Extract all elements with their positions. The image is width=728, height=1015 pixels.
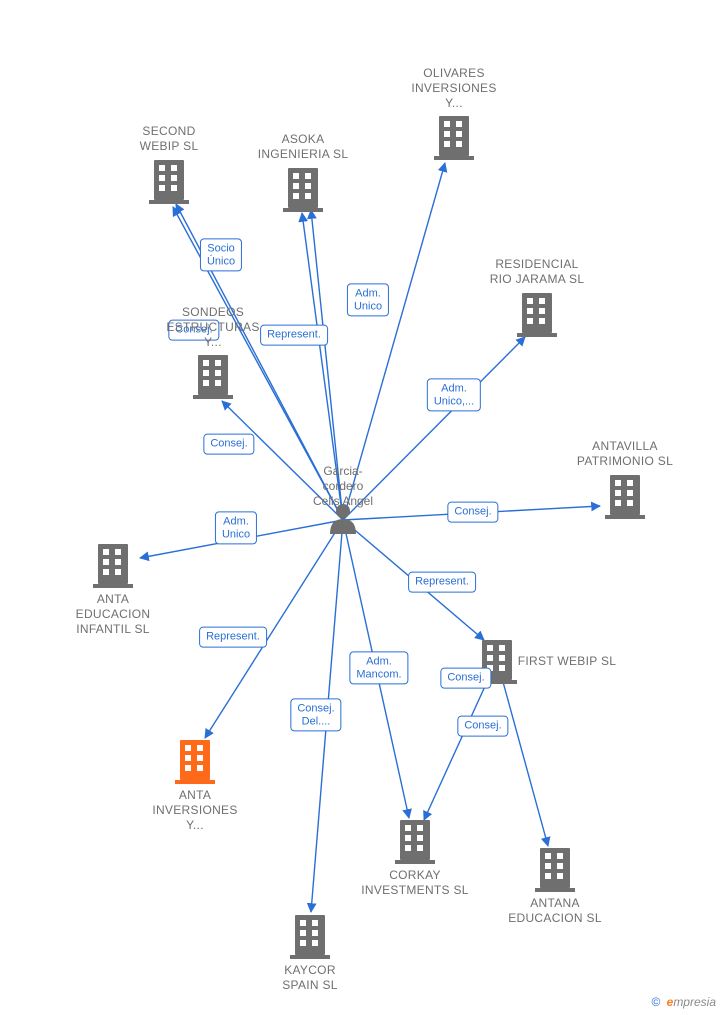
company-node-anta_inv[interactable] <box>175 740 215 784</box>
building-icon <box>290 915 330 959</box>
edge-label: Represent. <box>199 627 267 648</box>
company-label: CORKAY INVESTMENTS SL <box>361 868 469 898</box>
company-node-corkay[interactable] <box>395 820 435 864</box>
edge-label: Consej. <box>457 716 508 737</box>
company-node-sondeos[interactable] <box>193 355 233 399</box>
company-node-antavilla[interactable] <box>605 475 645 519</box>
edge-label: Adm. Mancom. <box>349 651 408 684</box>
edge-label: Consej. <box>447 502 498 523</box>
company-label: OLIVARES INVERSIONES Y... <box>411 66 496 111</box>
building-icon <box>175 740 215 784</box>
center-person-label: Garcia- cordero Celis Angel <box>313 464 373 509</box>
company-label: RESIDENCIAL RIO JARAMA SL <box>490 257 585 287</box>
company-label: FIRST WEBIP SL <box>518 654 616 669</box>
building-icon <box>517 293 557 337</box>
footer-branding: © empresia <box>651 995 716 1009</box>
building-icon <box>149 160 189 204</box>
building-icon <box>283 168 323 212</box>
company-label: ANTAVILLA PATRIMONIO SL <box>577 439 673 469</box>
building-icon <box>93 544 133 588</box>
edge-line <box>497 660 548 846</box>
company-label: SECOND WEBIP SL <box>140 124 199 154</box>
company-node-antana_edu[interactable] <box>535 848 575 892</box>
edge-label: Consej. <box>203 434 254 455</box>
building-icon <box>395 820 435 864</box>
company-node-kaycor[interactable] <box>290 915 330 959</box>
brand-rest: mpresia <box>673 995 716 1009</box>
company-label: SONDEOS ESTRUCTURAS Y... <box>166 305 259 350</box>
copyright-symbol: © <box>651 995 660 1009</box>
edge-label: Adm. Unico <box>347 283 389 316</box>
company-label: ASOKA INGENIERIA SL <box>258 132 349 162</box>
company-label: ANTA INVERSIONES Y... <box>152 788 237 833</box>
edge-label: Represent. <box>408 572 476 593</box>
company-node-anta_edu_inf[interactable] <box>93 544 133 588</box>
edge-label: Consej. <box>440 668 491 689</box>
building-icon <box>535 848 575 892</box>
company-label: KAYCOR SPAIN SL <box>282 963 338 993</box>
company-label: ANTA EDUCACION INFANTIL SL <box>76 592 151 637</box>
company-node-asoka[interactable] <box>283 168 323 212</box>
edge-label: Socio Único <box>200 238 242 271</box>
edge-label: Represent. <box>260 325 328 346</box>
edge-label: Consej. Del.... <box>290 698 341 731</box>
company-node-residencial[interactable] <box>517 293 557 337</box>
company-node-olivares[interactable] <box>434 116 474 160</box>
edge-label: Adm. Unico,... <box>427 378 481 411</box>
company-node-second_webip[interactable] <box>149 160 189 204</box>
company-label: ANTANA EDUCACION SL <box>508 896 602 926</box>
building-icon <box>193 355 233 399</box>
building-icon <box>605 475 645 519</box>
edge-label: Adm. Unico <box>215 511 257 544</box>
building-icon <box>434 116 474 160</box>
